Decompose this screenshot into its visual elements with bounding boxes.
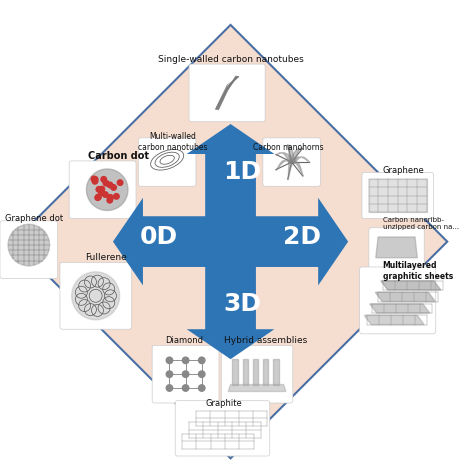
FancyBboxPatch shape xyxy=(175,401,270,456)
Polygon shape xyxy=(187,242,274,359)
FancyBboxPatch shape xyxy=(69,161,136,219)
Circle shape xyxy=(103,181,109,186)
Text: Carbon nanoribb-
unzipped carbon na...: Carbon nanoribb- unzipped carbon na... xyxy=(383,217,459,230)
Circle shape xyxy=(182,371,189,377)
FancyBboxPatch shape xyxy=(189,64,265,122)
Circle shape xyxy=(99,190,104,196)
Text: Carbon nanohorns: Carbon nanohorns xyxy=(253,143,323,152)
Polygon shape xyxy=(381,281,441,290)
Circle shape xyxy=(182,385,189,391)
Polygon shape xyxy=(232,359,238,384)
FancyBboxPatch shape xyxy=(362,173,433,219)
Circle shape xyxy=(91,176,97,182)
FancyBboxPatch shape xyxy=(0,221,58,279)
Text: 3D: 3D xyxy=(223,292,261,316)
Circle shape xyxy=(199,385,205,391)
Circle shape xyxy=(199,371,205,377)
Circle shape xyxy=(166,357,173,364)
Circle shape xyxy=(101,177,107,182)
Circle shape xyxy=(182,357,189,364)
FancyBboxPatch shape xyxy=(152,346,219,403)
Text: Single-walled carbon nanotubes: Single-walled carbon nanotubes xyxy=(158,55,303,64)
Text: 2D: 2D xyxy=(283,225,321,249)
Polygon shape xyxy=(369,179,427,211)
Polygon shape xyxy=(14,25,447,458)
Polygon shape xyxy=(376,237,417,258)
Circle shape xyxy=(166,385,173,391)
Polygon shape xyxy=(8,224,50,266)
Circle shape xyxy=(96,194,101,200)
Polygon shape xyxy=(113,198,230,285)
Polygon shape xyxy=(72,272,119,320)
Polygon shape xyxy=(370,304,430,313)
FancyBboxPatch shape xyxy=(263,138,320,186)
Polygon shape xyxy=(228,384,286,392)
Circle shape xyxy=(107,198,112,203)
Circle shape xyxy=(108,195,113,201)
Polygon shape xyxy=(187,124,274,242)
FancyBboxPatch shape xyxy=(138,138,196,186)
Circle shape xyxy=(95,195,100,201)
FancyBboxPatch shape xyxy=(221,346,293,403)
Circle shape xyxy=(111,185,117,190)
Polygon shape xyxy=(86,169,128,210)
Circle shape xyxy=(102,192,108,197)
Polygon shape xyxy=(375,292,435,301)
Text: Carbon dot: Carbon dot xyxy=(88,151,149,161)
Text: Graphene dot: Graphene dot xyxy=(5,214,63,223)
Text: Diamond: Diamond xyxy=(165,337,203,346)
Text: 0D: 0D xyxy=(140,225,178,249)
Circle shape xyxy=(118,180,123,185)
FancyBboxPatch shape xyxy=(369,228,424,269)
Circle shape xyxy=(108,194,113,200)
Circle shape xyxy=(96,187,101,192)
Text: Multi-walled
carbon nanotubes: Multi-walled carbon nanotubes xyxy=(138,132,208,152)
Circle shape xyxy=(114,193,119,199)
Text: Multilayered
graphitic sheets: Multilayered graphitic sheets xyxy=(383,261,453,281)
Text: Graphene: Graphene xyxy=(383,166,425,175)
Circle shape xyxy=(92,179,98,184)
Circle shape xyxy=(92,177,98,182)
Text: Hybrid assemblies: Hybrid assemblies xyxy=(224,337,307,346)
Polygon shape xyxy=(273,359,279,384)
Text: Graphite: Graphite xyxy=(205,399,242,408)
Circle shape xyxy=(166,371,173,377)
FancyBboxPatch shape xyxy=(60,263,131,329)
Polygon shape xyxy=(243,359,248,384)
Circle shape xyxy=(199,357,205,364)
Circle shape xyxy=(99,186,105,192)
Polygon shape xyxy=(365,315,424,325)
FancyBboxPatch shape xyxy=(360,267,436,334)
Polygon shape xyxy=(263,359,268,384)
Polygon shape xyxy=(253,359,258,384)
Text: 1D: 1D xyxy=(223,160,261,184)
Text: Fullerene: Fullerene xyxy=(85,254,127,263)
Bar xyxy=(205,216,256,267)
Circle shape xyxy=(107,182,113,188)
Polygon shape xyxy=(230,198,348,285)
